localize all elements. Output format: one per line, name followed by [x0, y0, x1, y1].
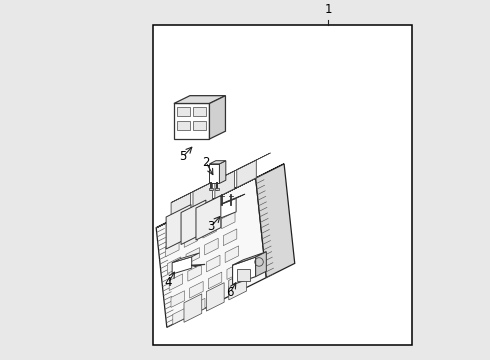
- Text: 5: 5: [179, 150, 187, 163]
- Polygon shape: [221, 212, 235, 229]
- Polygon shape: [168, 257, 181, 274]
- Polygon shape: [209, 161, 226, 164]
- Bar: [152, 25, 412, 345]
- Bar: [209, 188, 213, 190]
- Polygon shape: [233, 252, 267, 265]
- Polygon shape: [256, 164, 295, 278]
- Polygon shape: [225, 246, 239, 262]
- Polygon shape: [256, 252, 267, 276]
- Polygon shape: [174, 103, 209, 139]
- Bar: [194, 121, 206, 130]
- Polygon shape: [171, 186, 205, 203]
- Polygon shape: [184, 294, 202, 322]
- Polygon shape: [219, 198, 236, 219]
- Polygon shape: [193, 175, 227, 192]
- Polygon shape: [186, 248, 199, 264]
- Polygon shape: [169, 274, 183, 291]
- Polygon shape: [223, 229, 237, 246]
- Polygon shape: [193, 182, 213, 210]
- Polygon shape: [173, 308, 186, 324]
- Text: 1: 1: [325, 4, 332, 17]
- Polygon shape: [196, 195, 221, 240]
- Text: 2: 2: [202, 156, 210, 168]
- Polygon shape: [237, 153, 270, 170]
- Polygon shape: [237, 160, 256, 188]
- Polygon shape: [166, 240, 179, 257]
- Polygon shape: [156, 164, 284, 228]
- Polygon shape: [215, 164, 248, 181]
- Text: 4: 4: [165, 276, 172, 289]
- Polygon shape: [208, 272, 222, 289]
- Polygon shape: [206, 283, 224, 311]
- Bar: [215, 188, 219, 190]
- Polygon shape: [192, 298, 205, 315]
- Text: 6: 6: [226, 286, 234, 299]
- Polygon shape: [171, 193, 191, 220]
- Polygon shape: [233, 257, 256, 285]
- Bar: [177, 121, 190, 130]
- Bar: [177, 107, 190, 116]
- Polygon shape: [181, 200, 206, 244]
- Polygon shape: [209, 164, 220, 184]
- Polygon shape: [209, 96, 225, 139]
- Polygon shape: [206, 255, 220, 272]
- Polygon shape: [171, 291, 185, 307]
- Polygon shape: [227, 263, 241, 279]
- Polygon shape: [205, 238, 218, 255]
- Polygon shape: [172, 257, 192, 274]
- Polygon shape: [184, 231, 197, 247]
- Bar: [194, 107, 206, 116]
- Polygon shape: [156, 178, 267, 327]
- Polygon shape: [203, 221, 217, 238]
- Polygon shape: [220, 161, 226, 184]
- Polygon shape: [229, 271, 246, 300]
- Polygon shape: [174, 96, 225, 103]
- Polygon shape: [166, 204, 191, 249]
- Polygon shape: [172, 253, 199, 263]
- Polygon shape: [190, 282, 203, 298]
- Polygon shape: [210, 289, 223, 306]
- Polygon shape: [219, 194, 245, 206]
- Polygon shape: [188, 265, 201, 281]
- Polygon shape: [215, 171, 234, 198]
- Text: 3: 3: [208, 220, 215, 233]
- Polygon shape: [229, 280, 242, 296]
- Bar: [237, 269, 250, 281]
